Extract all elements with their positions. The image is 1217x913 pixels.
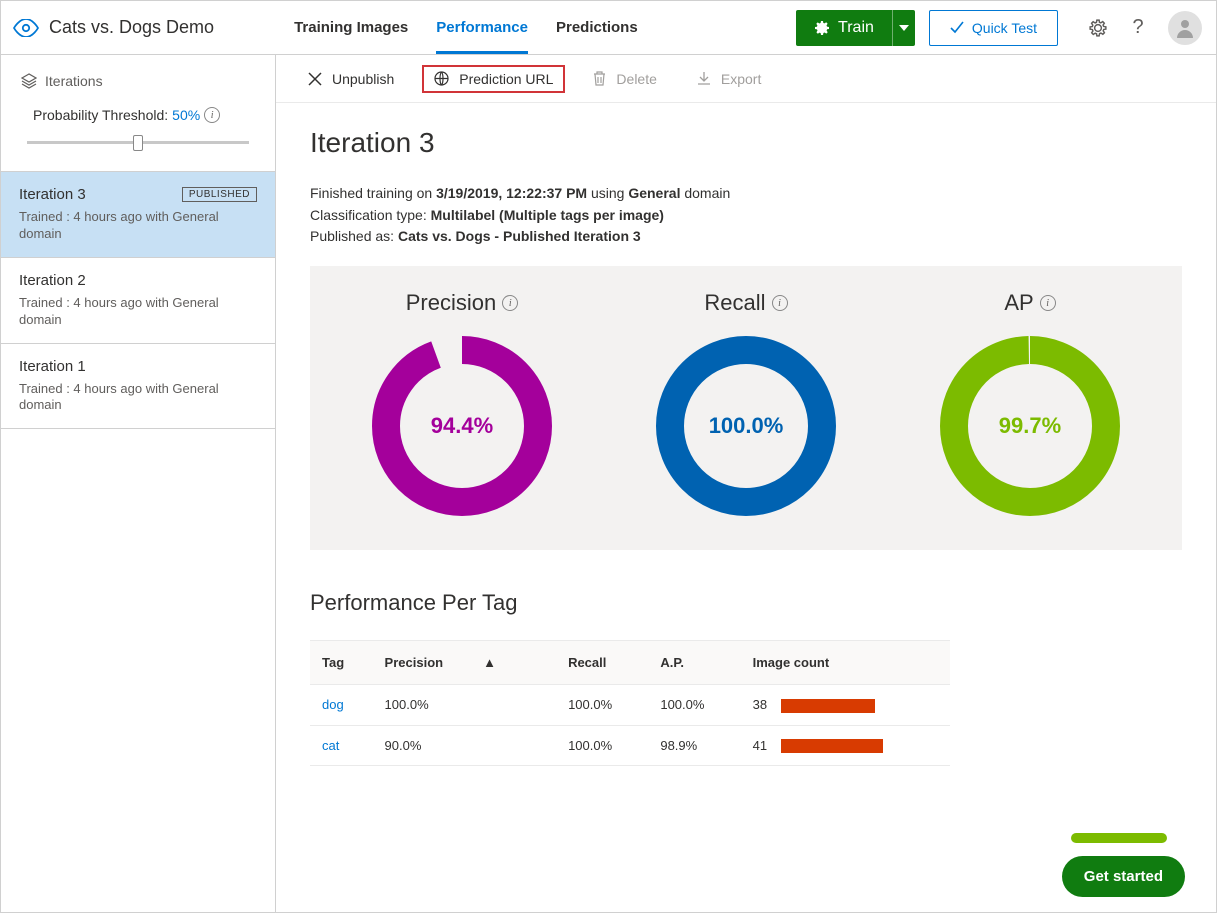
- delete-button: Delete: [581, 65, 668, 93]
- iteration-item[interactable]: Iteration 2 Trained : 4 hours ago with Ge…: [1, 257, 275, 344]
- check-icon: [950, 21, 964, 35]
- tab-performance[interactable]: Performance: [436, 1, 528, 54]
- quick-test-button[interactable]: Quick Test: [929, 10, 1058, 46]
- metric-title: Recall i: [656, 290, 836, 316]
- metric-recall: Recall i 100.0%: [656, 290, 836, 516]
- perf-per-tag-title: Performance Per Tag: [310, 590, 1182, 616]
- cell-ap: 98.9%: [648, 725, 740, 766]
- cell-count: 38: [741, 685, 950, 726]
- trash-icon: [593, 71, 606, 86]
- vision-logo-icon: [13, 15, 39, 41]
- download-icon: [697, 71, 711, 86]
- threshold-slider[interactable]: [27, 133, 249, 151]
- train-caret[interactable]: [893, 10, 915, 46]
- quick-test-label: Quick Test: [972, 20, 1037, 36]
- info-icon[interactable]: i: [502, 295, 518, 311]
- cell-ap: 100.0%: [648, 685, 740, 726]
- settings-icon[interactable]: [1088, 18, 1108, 38]
- perf-table: TagPrecision▲RecallA.P.Image count dog 10…: [310, 640, 950, 766]
- published-badge: PUBLISHED: [182, 187, 257, 202]
- cell-count: 41: [741, 725, 950, 766]
- donut-chart: 100.0%: [656, 336, 836, 516]
- iteration-item[interactable]: Iteration 3 PUBLISHED Trained : 4 hours ag…: [1, 171, 275, 258]
- sidebar-head-label: Iterations: [45, 73, 103, 89]
- sidebar-head: Iterations: [1, 55, 275, 97]
- col-recall[interactable]: Recall: [556, 641, 648, 685]
- metric-title: Precision i: [372, 290, 552, 316]
- iteration-subtitle: Trained : 4 hours ago with General domai…: [19, 295, 257, 329]
- tag-link[interactable]: dog: [322, 697, 344, 712]
- metric-value: 94.4%: [431, 413, 493, 439]
- col-tag[interactable]: Tag: [310, 641, 373, 685]
- col-image-count[interactable]: Image count: [741, 641, 950, 685]
- layers-icon: [21, 73, 37, 89]
- iteration-name: Iteration 3: [19, 186, 86, 203]
- info-icon[interactable]: i: [772, 295, 788, 311]
- prediction-url-label: Prediction URL: [459, 71, 553, 87]
- cell-precision: 100.0%: [373, 685, 557, 726]
- iteration-name: Iteration 2: [19, 272, 86, 289]
- info-icon[interactable]: i: [204, 107, 220, 123]
- threshold-row: Probability Threshold: 50% i: [1, 97, 275, 129]
- iteration-subtitle: Trained : 4 hours ago with General domai…: [19, 381, 257, 415]
- train-button-main[interactable]: Train: [796, 10, 893, 46]
- iteration-subtitle: Trained : 4 hours ago with General domai…: [19, 209, 257, 243]
- tab-training-images[interactable]: Training Images: [294, 1, 408, 54]
- progress-pill: [1071, 833, 1167, 843]
- count-bar: [781, 699, 875, 713]
- help-icon[interactable]: ?: [1128, 18, 1148, 38]
- tag-link[interactable]: cat: [322, 738, 339, 753]
- export-button: Export: [685, 65, 773, 93]
- table-row: cat 90.0%100.0%98.9%41: [310, 725, 950, 766]
- tab-predictions[interactable]: Predictions: [556, 1, 638, 54]
- person-icon: [1173, 16, 1197, 40]
- header: Cats vs. Dogs Demo Training Images Perfor…: [1, 1, 1216, 55]
- iteration-name: Iteration 1: [19, 358, 86, 375]
- prediction-url-button[interactable]: Prediction URL: [422, 65, 565, 93]
- metric-ap: AP i 99.7%: [940, 290, 1120, 516]
- cell-recall: 100.0%: [556, 725, 648, 766]
- metric-value: 100.0%: [709, 413, 784, 439]
- chevron-down-icon: [899, 25, 909, 31]
- unpublish-button[interactable]: Unpublish: [296, 65, 406, 93]
- donut-chart: 99.7%: [940, 336, 1120, 516]
- train-button[interactable]: Train: [796, 10, 915, 46]
- info-icon[interactable]: i: [1040, 295, 1056, 311]
- gear-icon: [814, 20, 830, 36]
- user-avatar[interactable]: [1168, 11, 1202, 45]
- export-label: Export: [721, 71, 761, 87]
- sidebar: Iterations Probability Threshold: 50% i …: [1, 55, 276, 912]
- main: Unpublish Prediction URL Delete Export I…: [276, 55, 1216, 912]
- globe-icon: [434, 71, 449, 86]
- unpublish-label: Unpublish: [332, 71, 394, 87]
- sort-asc-icon: ▲: [483, 655, 496, 670]
- x-icon: [308, 72, 322, 86]
- count-bar: [781, 739, 883, 753]
- cell-precision: 90.0%: [373, 725, 557, 766]
- col-a-p-[interactable]: A.P.: [648, 641, 740, 685]
- metric-precision: Precision i 94.4%: [372, 290, 552, 516]
- threshold-value: 50%: [172, 107, 200, 123]
- toolbar: Unpublish Prediction URL Delete Export: [276, 55, 1216, 103]
- donut-chart: 94.4%: [372, 336, 552, 516]
- col-precision[interactable]: Precision▲: [373, 641, 557, 685]
- page-title: Iteration 3: [310, 127, 1182, 159]
- delete-label: Delete: [616, 71, 656, 87]
- get-started-button[interactable]: Get started: [1062, 856, 1185, 897]
- train-label: Train: [838, 19, 874, 37]
- metric-value: 99.7%: [999, 413, 1061, 439]
- cell-recall: 100.0%: [556, 685, 648, 726]
- project-title: Cats vs. Dogs Demo: [49, 17, 214, 38]
- metrics-panel: Precision i 94.4% Recall i 100.0% AP i 99.7%: [310, 266, 1182, 550]
- table-row: dog100.0%100.0%100.0%38: [310, 685, 950, 726]
- iteration-item[interactable]: Iteration 1 Trained : 4 hours ago with Ge…: [1, 343, 275, 430]
- metric-title: AP i: [940, 290, 1120, 316]
- threshold-label: Probability Threshold:: [33, 107, 168, 123]
- iteration-meta: Finished training on 3/19/2019, 12:22:37…: [310, 183, 1182, 248]
- header-tabs: Training Images Performance Predictions: [294, 1, 638, 54]
